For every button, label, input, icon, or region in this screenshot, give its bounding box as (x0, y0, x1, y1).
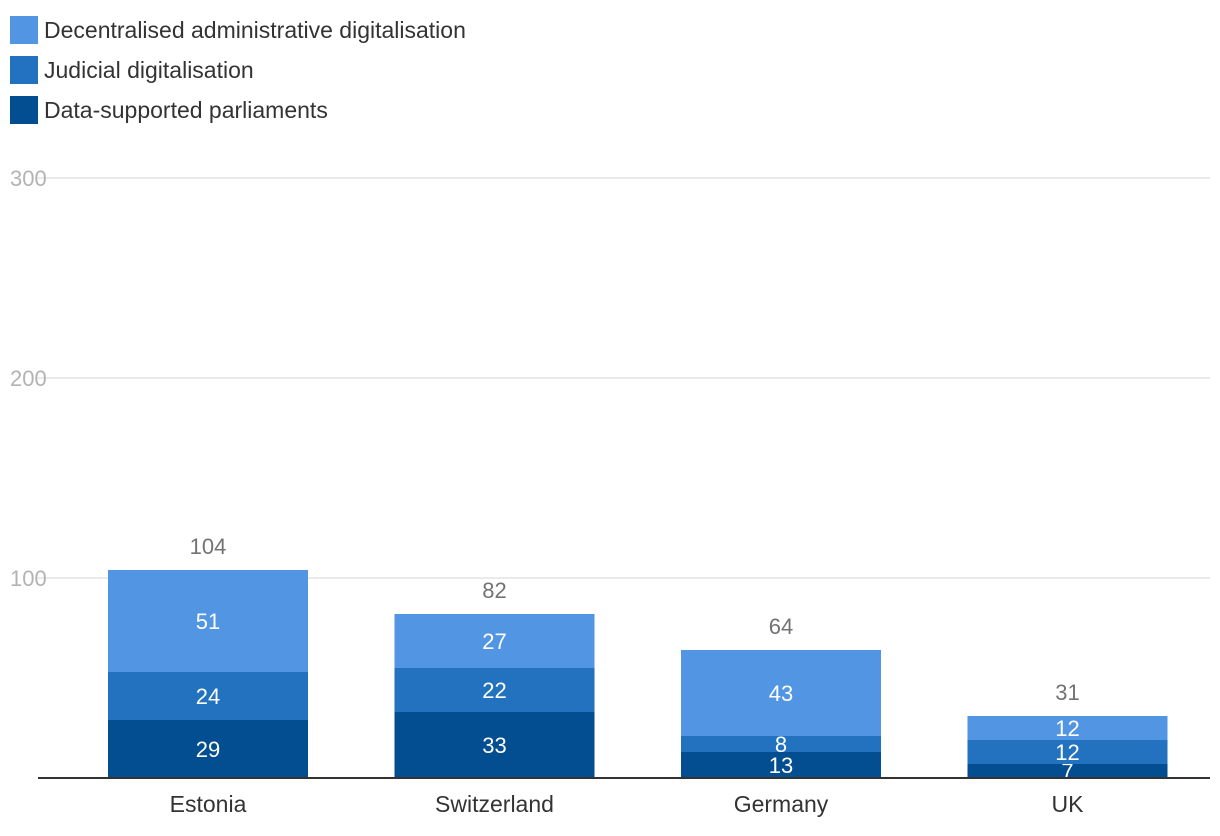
data-label-germany-0: 13 (769, 753, 793, 778)
bar-segment-estonia-1 (108, 672, 308, 720)
legend: Decentralised administrative digitalisat… (10, 10, 466, 130)
bar-segment-uk-2 (967, 716, 1168, 740)
data-label-uk-2: 12 (1055, 716, 1079, 741)
bar-segment-switzerland-1 (394, 668, 595, 712)
x-tick-label-uk: UK (1052, 791, 1085, 817)
data-label-switzerland-0: 33 (482, 733, 506, 758)
y-tick-label-100: 100 (10, 566, 47, 591)
data-label-estonia-0: 29 (196, 737, 220, 762)
data-label-switzerland-2: 27 (482, 629, 506, 654)
legend-swatch-judicial (10, 56, 38, 84)
data-label-germany-2: 43 (769, 681, 793, 706)
bar-segment-germany-2 (681, 650, 881, 736)
legend-item-parliaments: Data-supported parliaments (10, 90, 466, 130)
bar-segment-switzerland-0 (394, 712, 595, 778)
data-label-estonia-1: 24 (196, 684, 220, 709)
legend-label-decentralised: Decentralised administrative digitalisat… (44, 16, 466, 43)
legend-label-parliaments: Data-supported parliaments (44, 96, 328, 123)
legend-swatch-decentralised (10, 16, 38, 44)
data-label-uk-1: 12 (1055, 740, 1079, 765)
bar-segment-germany-1 (681, 736, 881, 752)
bar-segment-estonia-2 (108, 570, 308, 672)
data-label-germany-1: 8 (775, 732, 787, 757)
legend-swatch-parliaments (10, 96, 38, 124)
data-label-switzerland-1: 22 (482, 678, 506, 703)
x-tick-label-germany: Germany (734, 791, 829, 817)
total-label-switzerland: 82 (482, 578, 506, 603)
total-label-germany: 64 (769, 614, 793, 639)
y-tick-label-200: 200 (10, 366, 47, 391)
bar-segment-uk-0 (967, 764, 1168, 778)
y-tick-label-300: 300 (10, 166, 47, 191)
legend-label-judicial: Judicial digitalisation (44, 56, 254, 83)
bar-segment-switzerland-2 (394, 614, 595, 668)
bar-segment-estonia-0 (108, 720, 308, 778)
x-tick-label-switzerland: Switzerland (435, 791, 554, 817)
total-label-estonia: 104 (190, 534, 227, 559)
x-tick-label-estonia: Estonia (170, 791, 247, 817)
bar-segment-uk-1 (967, 740, 1168, 764)
legend-item-decentralised: Decentralised administrative digitalisat… (10, 10, 466, 50)
total-label-uk: 31 (1055, 680, 1079, 705)
legend-item-judicial: Judicial digitalisation (10, 50, 466, 90)
data-label-estonia-2: 51 (196, 609, 220, 634)
bar-segment-germany-0 (681, 752, 881, 778)
